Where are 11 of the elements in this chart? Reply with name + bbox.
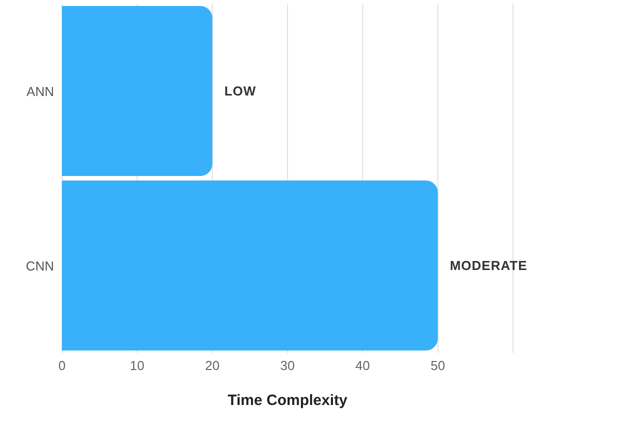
y-tick-label: CNN	[26, 258, 54, 274]
y-tick-label: ANN	[26, 84, 54, 99]
data-label: LOW	[224, 84, 256, 98]
x-tick-label: 10	[130, 358, 144, 374]
x-tick-label: 0	[58, 358, 66, 374]
x-axis-title: Time Complexity	[228, 392, 348, 409]
x-tick-label: 20	[205, 358, 220, 374]
x-tick-label: 30	[280, 358, 295, 374]
data-label: MODERATE	[450, 258, 528, 273]
x-tick-label: 40	[355, 358, 370, 374]
x-tick-label: 50	[430, 358, 446, 374]
